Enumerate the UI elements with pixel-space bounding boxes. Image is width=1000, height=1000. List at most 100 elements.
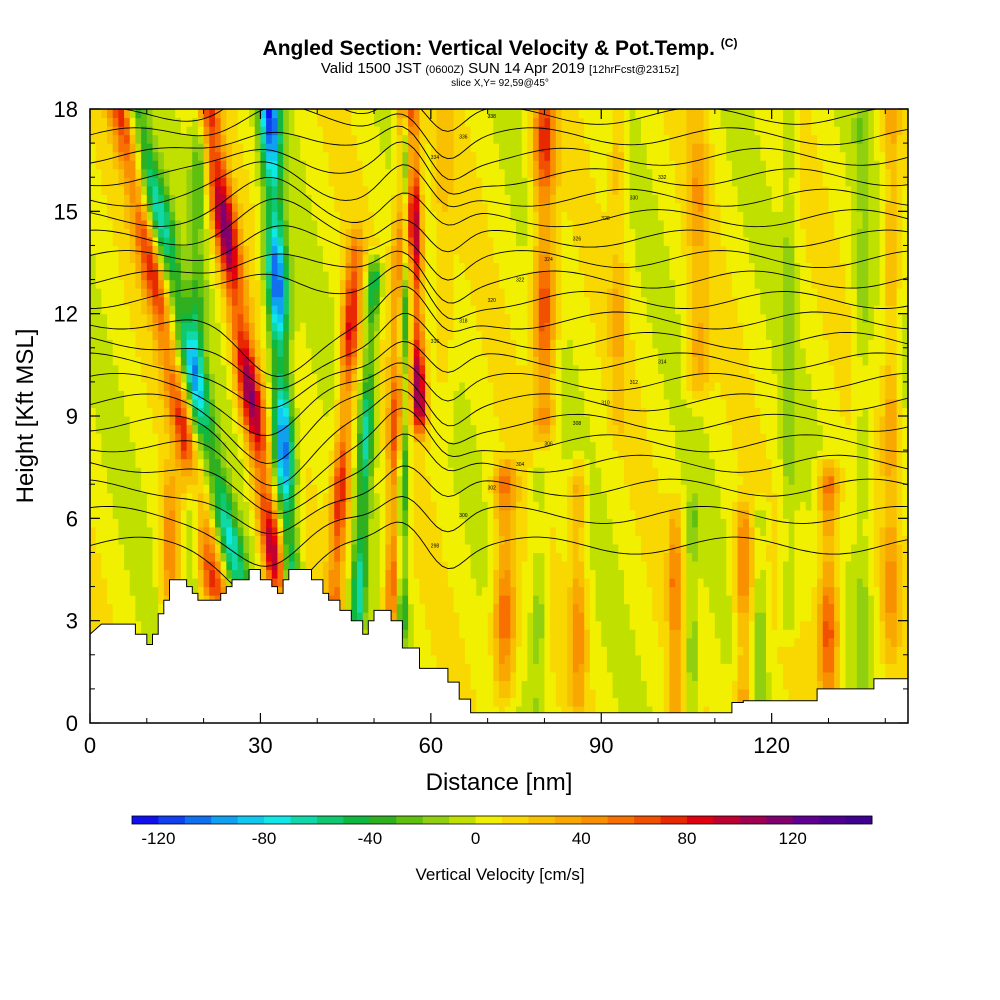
velocity-cell: [243, 398, 250, 409]
velocity-cell: [203, 578, 210, 588]
velocity-cell: [294, 347, 301, 357]
velocity-cell: [334, 262, 341, 272]
velocity-cell: [192, 228, 199, 238]
velocity-cell: [459, 305, 466, 315]
velocity-cell: [288, 475, 296, 485]
velocity-cell: [351, 160, 358, 170]
velocity-cell: [197, 305, 205, 315]
velocity-cell: [374, 373, 381, 383]
velocity-cell: [385, 373, 392, 383]
velocity-cell: [328, 373, 335, 383]
velocity-cell: [129, 458, 137, 468]
velocity-cell: [197, 356, 205, 366]
velocity-cell: [368, 526, 375, 536]
velocity-cell: [408, 228, 415, 238]
velocity-cell: [322, 219, 330, 229]
velocity-cell: [317, 356, 324, 366]
velocity-cell: [209, 296, 216, 306]
velocity-cell: [425, 552, 432, 562]
velocity-cell: [163, 151, 171, 161]
velocity-cell: [425, 313, 432, 323]
velocity-cell: [294, 194, 301, 204]
velocity-cell: [442, 322, 449, 332]
velocity-cell: [328, 569, 335, 579]
velocity-cell: [226, 211, 233, 221]
velocity-cell: [368, 450, 375, 460]
velocity-cell: [141, 586, 148, 596]
velocity-cell: [464, 296, 472, 306]
velocity-cell: [124, 305, 131, 315]
velocity-cell: [402, 407, 409, 417]
velocity-cell: [203, 194, 210, 204]
velocity-cell: [163, 492, 171, 502]
velocity-cell: [413, 381, 421, 392]
velocity-cell: [118, 492, 125, 502]
velocity-cell: [186, 109, 193, 119]
velocity-cell: [294, 322, 301, 332]
velocity-cell: [288, 134, 296, 144]
velocity-cell: [322, 509, 330, 519]
velocity-cell: [476, 416, 483, 426]
velocity-cell: [175, 407, 182, 417]
velocity-cell: [305, 492, 313, 502]
velocity-cell: [408, 569, 415, 579]
velocity-cell: [271, 177, 279, 187]
velocity-cell: [152, 458, 159, 468]
velocity-cell: [339, 219, 347, 229]
velocity-cell: [436, 211, 443, 221]
velocity-cell: [260, 475, 267, 485]
velocity-cell: [476, 552, 483, 562]
velocity-cell: [317, 143, 324, 153]
velocity-cell: [129, 603, 137, 613]
velocity-cell: [214, 109, 222, 119]
velocity-cell: [209, 356, 216, 366]
velocity-cell: [385, 347, 392, 357]
velocity-cell: [425, 117, 432, 127]
velocity-cell: [442, 586, 449, 596]
velocity-cell: [464, 424, 472, 434]
velocity-cell: [288, 185, 296, 195]
velocity-cell: [129, 569, 137, 579]
velocity-cell: [129, 586, 137, 596]
velocity-cell: [266, 416, 273, 426]
velocity-cell: [249, 433, 256, 443]
velocity-cell: [447, 177, 455, 187]
velocity-cell: [345, 578, 352, 588]
velocity-cell: [90, 364, 97, 374]
velocity-cell: [459, 492, 466, 502]
velocity-cell: [351, 168, 358, 178]
velocity-cell: [294, 313, 301, 323]
velocity-cell: [118, 151, 125, 161]
velocity-cell: [413, 160, 421, 170]
velocity-cell: [356, 330, 364, 340]
velocity-cell: [107, 416, 114, 426]
velocity-cell: [379, 109, 386, 119]
velocity-cell: [402, 194, 409, 204]
velocity-cell: [413, 424, 421, 434]
velocity-cell: [152, 398, 159, 409]
velocity-cell: [214, 450, 222, 460]
velocity-cell: [430, 569, 438, 579]
velocity-cell: [197, 160, 205, 170]
velocity-cell: [107, 296, 114, 306]
velocity-cell: [192, 450, 199, 460]
velocity-cell: [152, 262, 159, 272]
velocity-cell: [391, 245, 398, 255]
velocity-cell: [351, 356, 358, 366]
velocity-cell: [351, 330, 358, 340]
velocity-cell: [408, 501, 415, 511]
velocity-cell: [311, 458, 318, 468]
velocity-cell: [209, 492, 216, 502]
velocity-cell: [317, 373, 324, 383]
velocity-cell: [288, 211, 296, 221]
velocity-cell: [90, 143, 97, 153]
velocity-cell: [175, 560, 182, 571]
velocity-cell: [163, 228, 171, 238]
velocity-cell: [442, 484, 449, 494]
velocity-cell: [95, 126, 102, 136]
velocity-cell: [470, 330, 477, 340]
velocity-cell: [322, 330, 330, 340]
velocity-cell: [271, 501, 279, 511]
velocity-cell: [260, 143, 267, 153]
velocity-cell: [464, 279, 472, 289]
